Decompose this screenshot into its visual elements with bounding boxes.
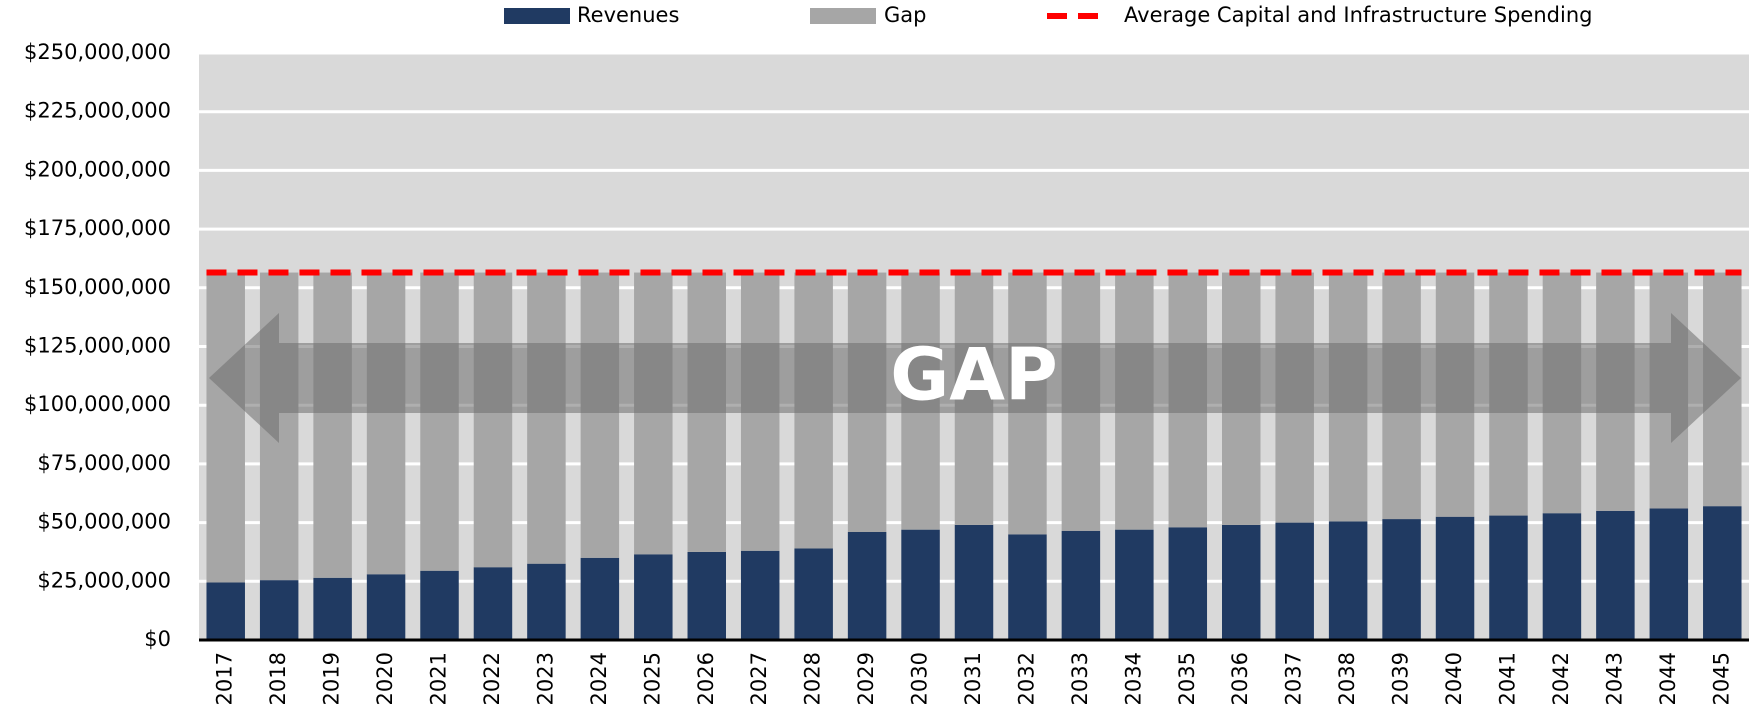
x-tick-label: 2027	[747, 652, 771, 705]
y-tick-label: $25,000,000	[37, 568, 171, 592]
y-tick-label: $225,000,000	[24, 99, 171, 123]
bar	[366, 272, 406, 575]
bar	[1596, 510, 1635, 640]
x-tick-label: 2041	[1495, 652, 1519, 705]
bar	[1542, 513, 1582, 640]
bar	[740, 550, 780, 640]
bar	[1061, 530, 1101, 640]
y-tick-label: $150,000,000	[24, 275, 171, 299]
x-tick-label: 2022	[480, 652, 504, 705]
x-tick-label: 2036	[1228, 652, 1252, 705]
x-tick-label: 2042	[1549, 652, 1573, 705]
bar	[527, 563, 566, 640]
x-tick-label: 2030	[908, 652, 932, 705]
bar	[954, 524, 994, 640]
legend-label: Revenues	[577, 3, 679, 27]
bar	[847, 531, 887, 640]
y-tick-label: $0	[144, 627, 171, 651]
annotation: GAP	[890, 333, 1058, 417]
bar	[901, 529, 940, 640]
bar	[420, 272, 459, 571]
bar	[634, 272, 673, 555]
legend-swatch	[810, 8, 876, 24]
x-tick-label: 2031	[961, 652, 985, 705]
y-tick-label: $50,000,000	[37, 510, 171, 534]
x-tick-label: 2045	[1709, 652, 1733, 705]
bar	[580, 557, 620, 640]
bar	[1275, 522, 1314, 640]
x-tick-label: 2020	[373, 652, 397, 705]
y-tick-label: $75,000,000	[37, 451, 171, 475]
x-tick-label: 2023	[533, 652, 557, 705]
x-tick-label: 2018	[266, 652, 290, 705]
x-tick-label: 2038	[1335, 652, 1359, 705]
bar	[473, 567, 513, 640]
bar	[1382, 519, 1421, 640]
bar	[206, 272, 245, 583]
bar	[1222, 524, 1261, 640]
x-tick-label: 2029	[854, 652, 878, 705]
bar	[1168, 527, 1208, 640]
x-tick-label: 2019	[320, 652, 344, 705]
legend-swatch	[504, 8, 570, 24]
bar	[527, 272, 566, 564]
gap-arrow	[209, 313, 1741, 443]
bar	[313, 272, 352, 578]
legend-label: Gap	[884, 3, 926, 27]
x-tick-label: 2032	[1014, 652, 1038, 705]
bar	[1115, 529, 1154, 640]
x-tick-label: 2028	[801, 652, 825, 705]
x-tick-label: 2021	[427, 652, 451, 705]
y-tick-label: $125,000,000	[24, 334, 171, 358]
bar	[1328, 521, 1368, 640]
bar	[259, 580, 299, 640]
x-tick-label: 2024	[587, 652, 611, 705]
legend-label: Average Capital and Infrastructure Spend…	[1124, 3, 1592, 27]
bar	[1008, 534, 1047, 640]
x-tick-label: 2035	[1175, 652, 1199, 705]
y-tick-label: $100,000,000	[24, 392, 171, 416]
y-tick-label: $250,000,000	[24, 40, 171, 64]
bar	[206, 582, 245, 640]
x-tick-label: 2034	[1121, 652, 1145, 705]
bar	[794, 548, 833, 640]
bar	[420, 570, 459, 640]
x-tick-label: 2037	[1282, 652, 1306, 705]
x-tick-label: 2043	[1602, 652, 1626, 705]
bar	[1703, 506, 1742, 640]
x-tick-label: 2025	[640, 652, 664, 705]
x-tick-label: 2039	[1389, 652, 1413, 705]
bar	[580, 272, 620, 558]
bar	[1435, 516, 1475, 640]
bar	[313, 577, 352, 640]
bar	[1489, 515, 1528, 640]
y-tick-label: $175,000,000	[24, 216, 171, 240]
x-tick-label: 2044	[1656, 652, 1680, 705]
bar	[687, 551, 726, 640]
x-tick-label: 2017	[213, 652, 237, 705]
y-tick-label: $200,000,000	[24, 157, 171, 181]
x-tick-label: 2033	[1068, 652, 1092, 705]
x-tick-label: 2040	[1442, 652, 1466, 705]
bar	[366, 574, 406, 640]
x-tick-label: 2026	[694, 652, 718, 705]
bar	[634, 554, 673, 640]
bar	[1649, 508, 1689, 640]
bar	[473, 272, 513, 568]
